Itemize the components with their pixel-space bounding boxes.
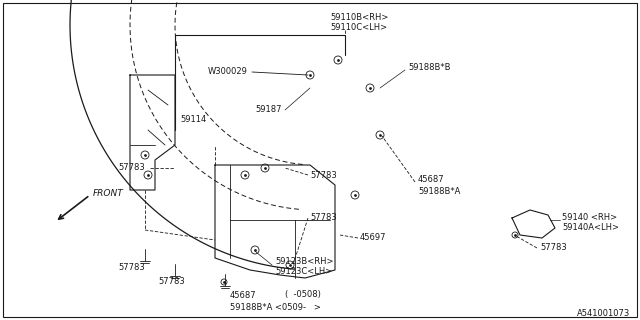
Text: 57783: 57783 (118, 263, 145, 273)
Text: 57783: 57783 (540, 244, 567, 252)
Text: 45687: 45687 (230, 291, 257, 300)
Text: 59110C<LH>: 59110C<LH> (330, 23, 387, 33)
Text: 57783: 57783 (158, 277, 185, 286)
Text: (  -0508): ( -0508) (285, 291, 321, 300)
Text: 57783: 57783 (118, 164, 145, 172)
Text: 59188B*B: 59188B*B (408, 63, 451, 73)
Text: 59140 <RH>: 59140 <RH> (562, 213, 617, 222)
Text: 59123C<LH>: 59123C<LH> (275, 268, 332, 276)
Text: 45697: 45697 (360, 234, 387, 243)
Text: 57783: 57783 (310, 171, 337, 180)
Text: 59140A<LH>: 59140A<LH> (562, 223, 619, 233)
Text: 59114: 59114 (180, 116, 206, 124)
Text: 57783: 57783 (310, 213, 337, 222)
Text: 59110B<RH>: 59110B<RH> (330, 13, 388, 22)
Text: A541001073: A541001073 (577, 308, 630, 317)
Text: 59123B<RH>: 59123B<RH> (275, 258, 333, 267)
Text: 45687: 45687 (418, 175, 445, 185)
Text: 59188B*A: 59188B*A (418, 188, 460, 196)
Text: 59187: 59187 (255, 106, 282, 115)
Text: FRONT: FRONT (93, 188, 124, 197)
Text: W300029: W300029 (208, 68, 248, 76)
Text: 59188B*A <0509-   >: 59188B*A <0509- > (230, 302, 321, 311)
